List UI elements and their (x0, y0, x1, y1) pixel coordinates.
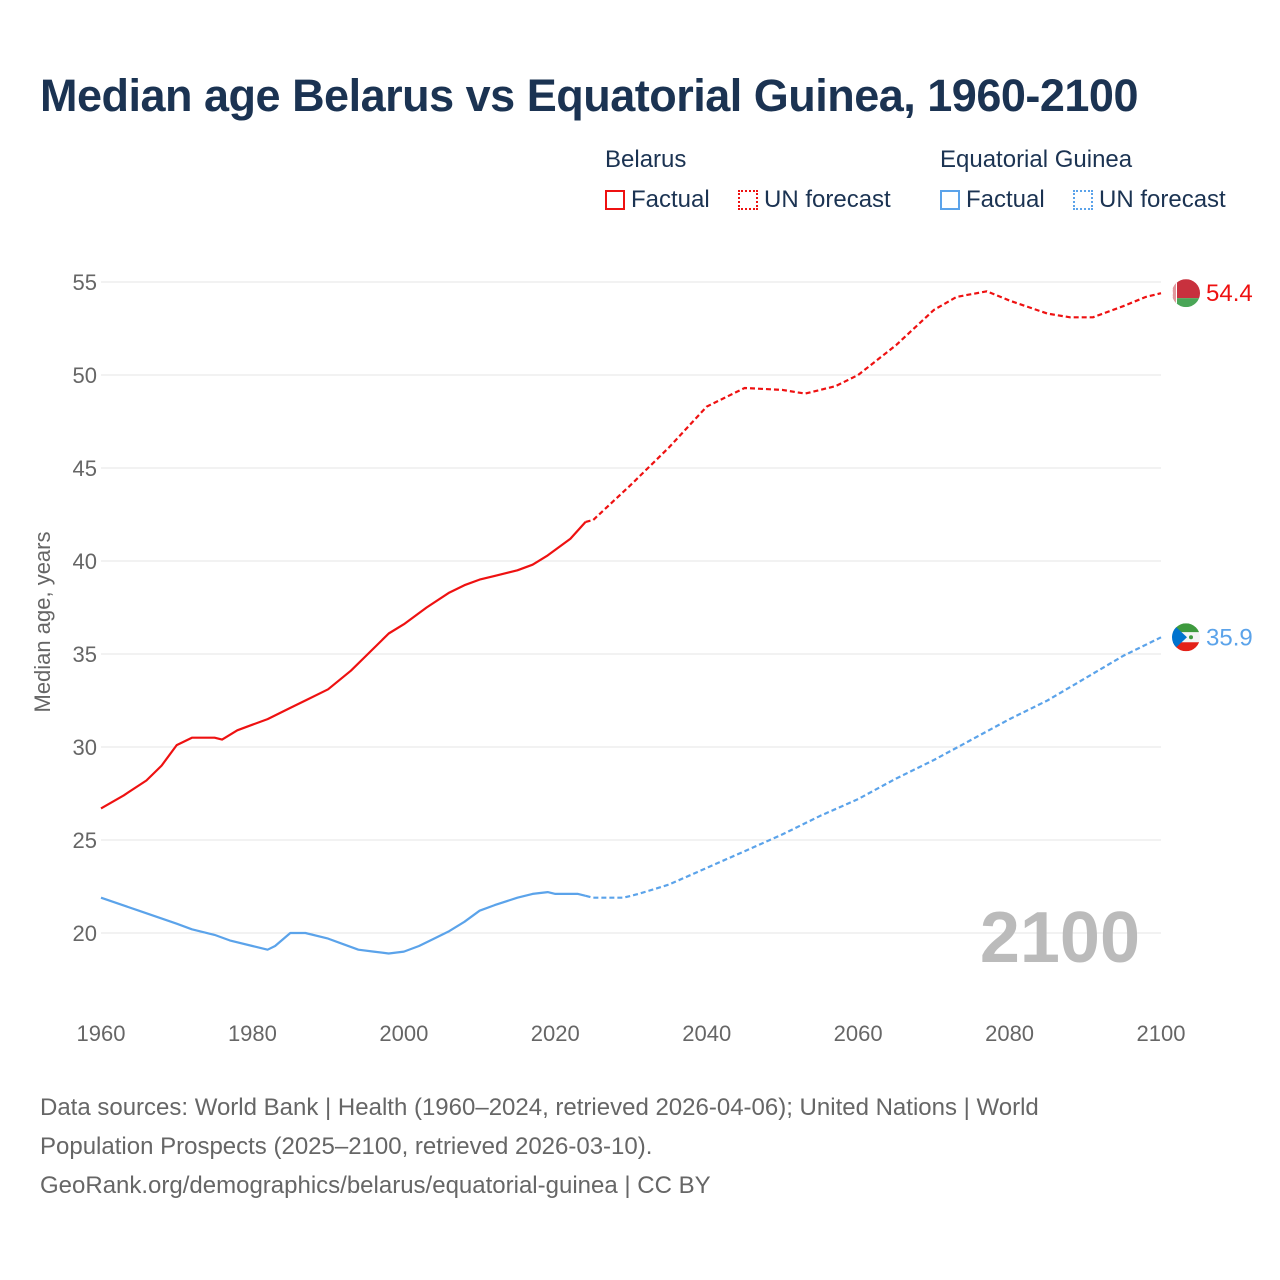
y-axis-label: Median age, years (30, 532, 55, 713)
legend-belarus-forecast[interactable]: UN forecast (738, 186, 891, 214)
legend-swatch (1073, 190, 1093, 210)
flag-belarus-icon (1172, 279, 1200, 308)
series-line-equatorial-guinea-factual (100, 891, 586, 955)
legend-belarus-factual[interactable]: Factual (605, 186, 710, 214)
y-tick-label: 35 (73, 642, 97, 667)
end-value-label: 35.9 (1206, 624, 1253, 651)
y-tick-label: 25 (73, 828, 97, 853)
x-tick-label: 2100 (1137, 1021, 1186, 1046)
chart-title: Median age Belarus vs Equatorial Guinea,… (40, 70, 1138, 121)
y-tick-label: 55 (73, 270, 97, 295)
y-tick-label: 50 (73, 363, 97, 388)
legend-eg-factual[interactable]: Factual (940, 186, 1045, 214)
y-tick-label: 20 (73, 921, 97, 946)
series-line-belarus-forecast (585, 290, 1162, 523)
x-tick-label: 1980 (228, 1021, 277, 1046)
footer-link[interactable]: GeoRank.org/demographics/belarus/equator… (40, 1172, 711, 1199)
x-tick-label: 2020 (531, 1021, 580, 1046)
legend-group-equatorial-guinea: Equatorial Guinea (940, 146, 1133, 173)
end-value-label: 54.4 (1206, 280, 1253, 307)
legend-label: UN forecast (1099, 186, 1226, 213)
y-tick-label: 40 (73, 549, 97, 574)
x-tick-label: 1960 (77, 1021, 126, 1046)
legend-swatch (940, 190, 960, 210)
legend-eg-forecast[interactable]: UN forecast (1073, 186, 1226, 214)
series-line-equatorial-guinea-forecast (585, 636, 1162, 899)
y-tick-label: 30 (73, 735, 97, 760)
x-tick-label: 2060 (834, 1021, 883, 1046)
footer-sources: Data sources: World Bank | Health (1960–… (40, 1094, 1039, 1121)
series-line-belarus-factual (100, 521, 587, 810)
legend-swatch (738, 190, 758, 210)
legend-label: UN forecast (764, 186, 891, 213)
legend-swatch (605, 190, 625, 210)
x-tick-label: 2000 (379, 1021, 428, 1046)
x-tick-label: 2080 (985, 1021, 1034, 1046)
x-tick-label: 2040 (682, 1021, 731, 1046)
footer-sources-cont: Population Prospects (2025–2100, retriev… (40, 1133, 653, 1160)
footer: Data sources: World Bank | Health (1960–… (40, 1088, 1240, 1205)
legend-label: Factual (966, 186, 1045, 213)
y-tick-label: 45 (73, 456, 97, 481)
legend-label: Factual (631, 186, 710, 213)
year-watermark: 2100 (980, 898, 1140, 978)
flag-equatorial-guinea-icon (1172, 623, 1200, 652)
legend-group-belarus: Belarus (605, 146, 687, 173)
